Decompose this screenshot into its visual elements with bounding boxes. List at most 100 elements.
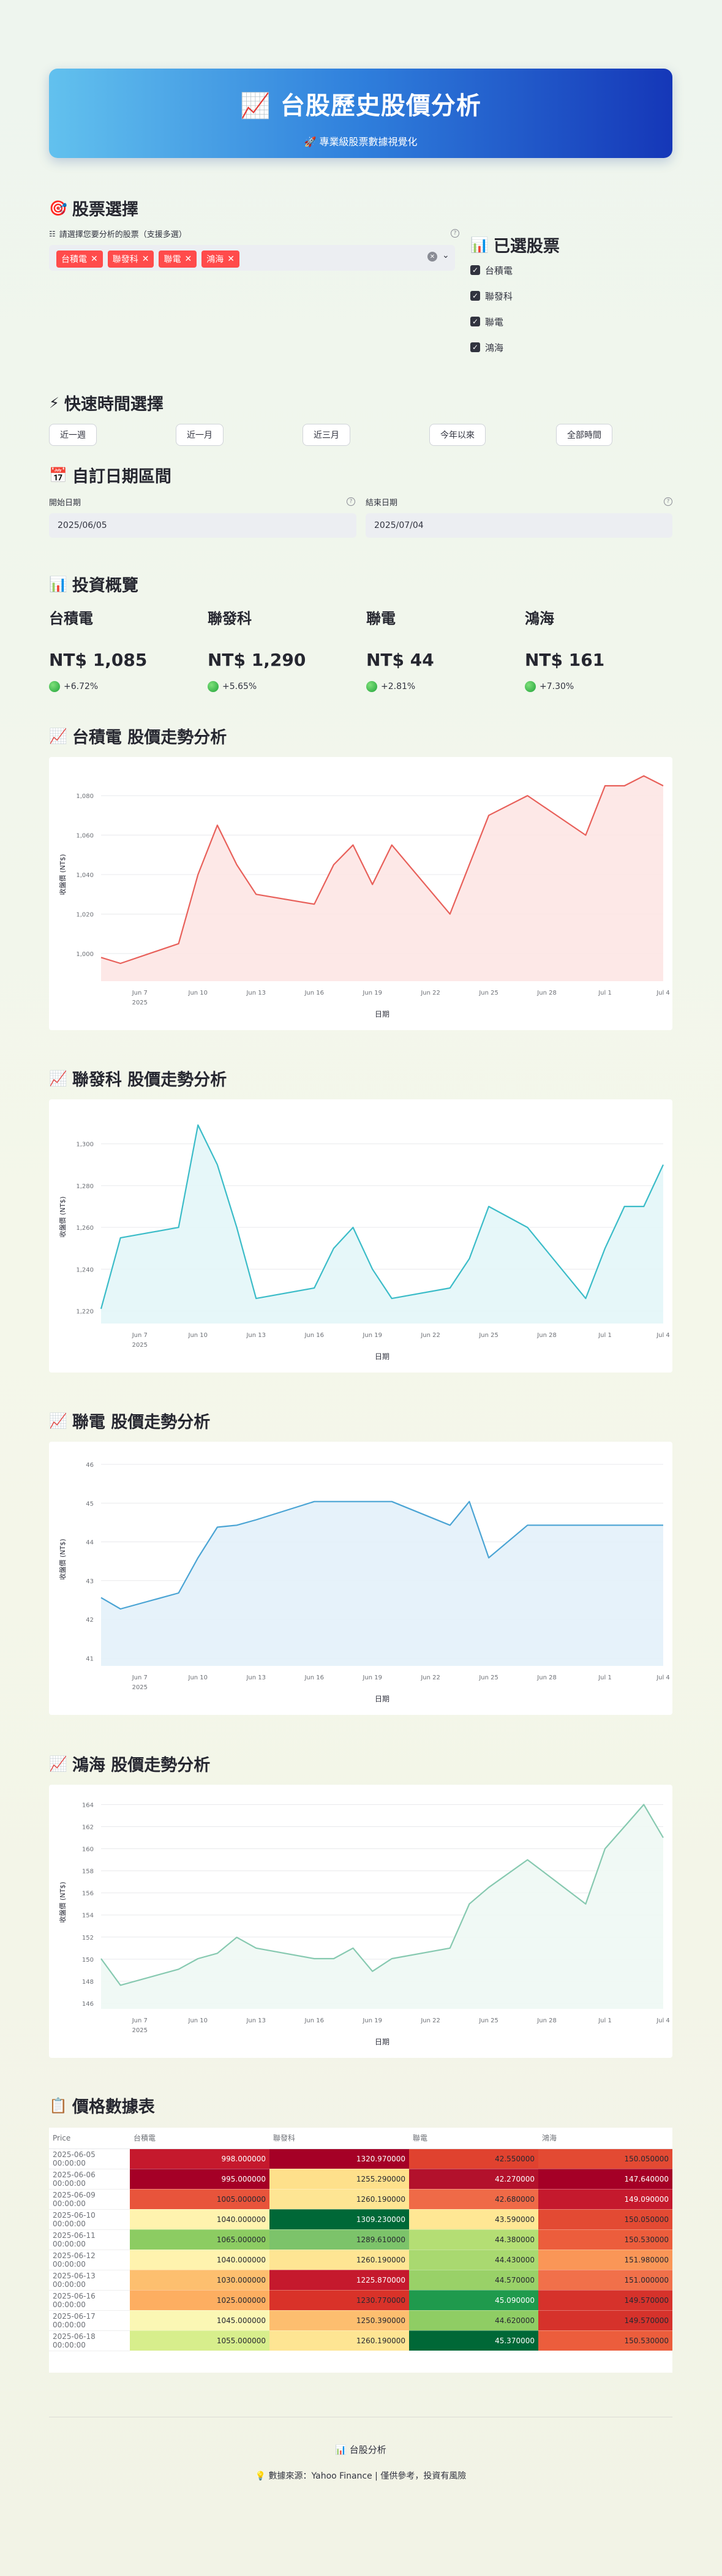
price-table-container[interactable]: Price 台積電 聯發科 聯電 鴻海 2025-06-05 00:00:00 998.0… [49,2128,672,2373]
price-chart[interactable]: 146 148 150 152 154 156 158 160 162 164 Jun 7 2025 J… [49,1785,672,2058]
table-row[interactable]: 2025-06-09 00:00:00 1005.000000 1260.19000… [49,2189,672,2210]
selected-item[interactable]: ✓ 鴻海 [470,341,513,354]
table-cell: 1065.000000 [130,2229,269,2250]
table-cell: 1040.000000 [130,2209,269,2230]
table-row[interactable]: 2025-06-17 00:00:00 1045.000000 1250.39000… [49,2310,672,2331]
x-tick-label: Jun 7 [132,2017,148,2024]
selected-item[interactable]: ✓ 聯電 [470,315,513,328]
help-icon[interactable]: ? [664,497,672,506]
chip-umc[interactable]: 聯電 ✕ [159,250,197,268]
x-tick-label: Jun 25 [478,1674,498,1681]
x-tick-label: Jul 4 [656,1332,670,1339]
table-row[interactable]: 2025-06-13 00:00:00 1030.000000 1225.87000… [49,2270,672,2291]
button-last-month[interactable]: 近一月 [176,424,224,446]
table-row[interactable]: 2025-06-11 00:00:00 1065.000000 1289.61000… [49,2229,672,2250]
table-row[interactable]: 2025-06-16 00:00:00 1025.000000 1230.77000… [49,2290,672,2311]
chart-heading-text: 聯發科 股價走勢分析 [72,1071,227,1090]
stock-multiselect[interactable]: 台積電 ✕ 聯發科 ✕ 聯電 ✕ 鴻海 ✕ ✕ ⌄ [49,245,455,271]
metric-name: 聯電 [366,610,396,627]
price-chart[interactable]: 41 42 43 44 45 46 Jun 7 2025 Jun 10 Jun 13 Jun 16 J… [49,1442,672,1715]
trend-chart-icon: 📈 [49,1755,67,1772]
table-row[interactable]: 2025-06-06 00:00:00 995.000000 1255.290000… [49,2169,672,2190]
x-tick-label: Jun 22 [420,2017,440,2024]
table-row[interactable]: 2025-06-12 00:00:00 1040.000000 1260.19000… [49,2250,672,2270]
table-cell: 44.570000 [409,2270,538,2291]
table-cell: 149.570000 [538,2310,672,2331]
chart-panel[interactable]: 41 42 43 44 45 46 Jun 7 2025 Jun 10 Jun 13 Jun 16 J… [49,1442,672,1715]
button-last-quarter[interactable]: 近三月 [303,424,350,446]
green-circle-icon [49,681,60,692]
chart-heading-text: 聯電 股價走勢分析 [72,1413,211,1432]
close-icon[interactable]: ✕ [141,254,149,264]
close-icon[interactable]: ✕ [184,254,192,264]
x-tick-label: Jun 25 [478,990,498,996]
stock-select-heading: 🎯 股票選擇 [49,196,138,220]
end-date-label: 結束日期 [366,499,398,508]
column-header[interactable]: 聯發科 [269,2128,409,2149]
button-last-week[interactable]: 近一週 [49,424,97,446]
column-header[interactable]: 聯電 [409,2128,538,2149]
page-title: 📈 台股歷史股價分析 [49,86,672,121]
chart-panel[interactable]: 146 148 150 152 154 156 158 160 162 164 Jun 7 2025 J… [49,1785,672,2058]
row-date: 2025-06-11 00:00:00 [49,2229,130,2250]
x-tick-label: Jun 10 [188,2017,208,2024]
table-cell: 150.530000 [538,2330,672,2351]
metric-value: NT$ 1,085 [49,650,148,670]
table-cell: 44.430000 [409,2250,538,2270]
metric-value: NT$ 1,290 [208,650,306,670]
table-heading-text: 價格數據表 [72,2098,155,2117]
close-icon[interactable]: ✕ [227,254,235,264]
clear-all-icon[interactable]: ✕ [427,252,437,262]
column-header[interactable]: Price [49,2128,130,2149]
table-cell: 149.090000 [538,2189,672,2210]
selected-item[interactable]: ✓ 聯發科 [470,289,513,303]
x-tick-label: Jun 13 [246,1332,266,1339]
help-icon[interactable]: ? [451,229,459,238]
rocket-icon: 🚀 [304,136,317,148]
close-icon[interactable]: ✕ [91,254,98,264]
x-tick-year: 2025 [132,1684,148,1691]
x-axis-label: 日期 [375,1352,389,1361]
row-date: 2025-06-13 00:00:00 [49,2270,130,2291]
chart-panel[interactable]: 1,000 1,020 1,040 1,060 1,080 Jun 7 2025 Jun 10… [49,757,672,1030]
price-chart[interactable]: 1,000 1,020 1,040 1,060 1,080 Jun 7 2025 Jun 10… [49,757,672,1030]
series-line [100,775,664,965]
x-tick-label: Jun 13 [246,1674,266,1681]
button-all-time[interactable]: 全部時間 [556,424,612,446]
y-tick-label: 1,060 [76,833,94,840]
table-row[interactable]: 2025-06-18 00:00:00 1055.000000 1260.19000… [49,2330,672,2351]
end-date-input[interactable]: 2025/07/04 [366,513,672,538]
button-ytd[interactable]: 今年以來 [429,424,486,446]
start-date-input[interactable]: 2025/06/05 [49,513,356,538]
y-tick-label: 42 [86,1617,94,1624]
footer-title-text: 台股分析 [349,2444,386,2455]
table-row[interactable]: 2025-06-05 00:00:00 998.000000 1320.970000… [49,2149,672,2169]
y-tick-label: 44 [86,1540,94,1546]
chevron-down-icon[interactable]: ⌄ [442,250,449,260]
y-tick-label: 1,260 [76,1225,94,1232]
chip-tsmc[interactable]: 台積電 ✕ [56,250,103,268]
y-tick-label: 146 [82,2001,94,2008]
column-header[interactable]: 台積電 [130,2128,269,2149]
y-tick-label: 164 [82,1802,94,1809]
chart-panel[interactable]: 1,220 1,240 1,260 1,280 1,300 Jun 7 2025 Jun 10… [49,1099,672,1373]
overview-heading-text: 投資概覽 [72,576,138,595]
chip-mediatek[interactable]: 聯發科 ✕ [107,250,154,268]
table-row[interactable]: 2025-06-10 00:00:00 1040.000000 1309.23000… [49,2209,672,2230]
table-cell: 44.620000 [409,2310,538,2331]
table-cell: 1005.000000 [130,2189,269,2210]
table-cell: 150.530000 [538,2229,672,2250]
column-header[interactable]: 鴻海 [538,2128,672,2149]
y-tick-label: 41 [86,1655,94,1662]
selected-item[interactable]: ✓ 台積電 [470,263,513,277]
table-cell: 1045.000000 [130,2310,269,2331]
calendar-icon: 📅 [49,466,67,484]
chip-foxconn[interactable]: 鴻海 ✕ [201,250,239,268]
metric-card: 台積電 NT$ 1,085 +6.72% [49,606,196,692]
trend-chart-icon: 📈 [49,1412,67,1429]
price-chart[interactable]: 1,220 1,240 1,260 1,280 1,300 Jun 7 2025 Jun 10… [49,1099,672,1373]
green-circle-icon [366,681,377,692]
y-tick-label: 1,000 [76,951,94,958]
table-cell: 147.640000 [538,2169,672,2190]
help-icon[interactable]: ? [347,497,355,506]
